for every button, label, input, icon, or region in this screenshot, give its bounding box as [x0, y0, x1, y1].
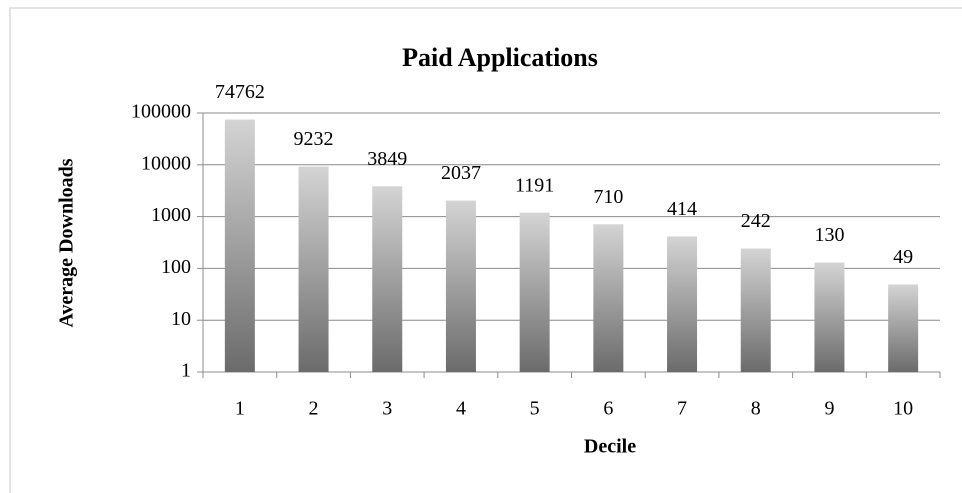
y-tick-label: 100: [161, 256, 191, 278]
bar: [298, 166, 329, 372]
data-label: 9232: [294, 128, 334, 150]
data-label: 49: [893, 246, 913, 268]
x-tick-label: 3: [382, 398, 392, 420]
bar: [445, 200, 476, 372]
x-axis-label: Decile: [584, 436, 636, 458]
x-tick-label: 2: [309, 398, 319, 420]
data-label: 710: [593, 186, 623, 208]
bar: [667, 236, 698, 372]
y-axis-label: Average Downloads: [56, 158, 78, 327]
y-tick-label: 1000: [151, 204, 191, 226]
bar: [740, 248, 771, 372]
bar: [372, 186, 403, 372]
x-tick-label: 5: [530, 398, 540, 420]
x-tick-label: 7: [677, 398, 687, 420]
chart-frame: [9, 7, 962, 493]
bar: [814, 262, 845, 372]
chart-title: Paid Applications: [402, 43, 598, 72]
data-label: 242: [741, 210, 771, 232]
x-tick-label: 4: [456, 398, 466, 420]
x-tick-label: 6: [603, 398, 613, 420]
bar: [224, 119, 255, 372]
x-tick-label: 8: [751, 398, 761, 420]
data-label: 414: [667, 198, 697, 220]
data-label: 3849: [367, 148, 407, 170]
data-label: 2037: [441, 162, 481, 184]
x-tick-label: 10: [893, 398, 913, 420]
x-tick-label: 1: [235, 398, 245, 420]
bar: [888, 284, 919, 372]
x-tick-label: 9: [824, 398, 834, 420]
data-label: 130: [814, 224, 844, 246]
bar: [519, 212, 550, 372]
y-tick-label: 10: [171, 308, 191, 330]
y-tick-label: 10000: [141, 152, 191, 174]
bar: [593, 224, 624, 372]
y-tick-label: 1: [181, 360, 191, 382]
y-tick-label: 100000: [131, 101, 191, 123]
data-label: 1191: [515, 174, 554, 196]
data-label: 74762: [215, 81, 265, 103]
